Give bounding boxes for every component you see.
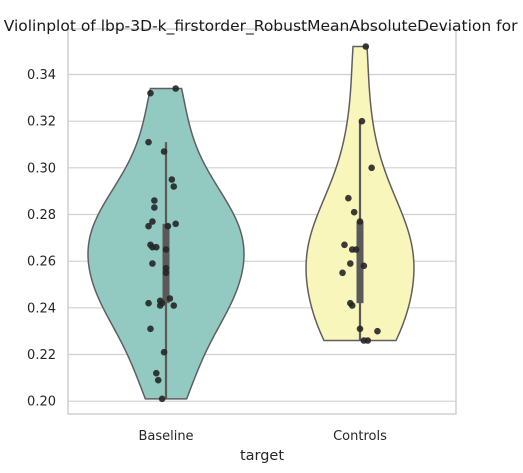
x-tick-labels: Baseline Controls	[138, 429, 387, 444]
data-points	[145, 43, 381, 403]
data-point	[149, 260, 156, 267]
data-point	[153, 243, 160, 251]
data-point	[360, 262, 368, 270]
data-point	[350, 208, 358, 216]
data-point	[356, 218, 364, 225]
data-point	[153, 369, 160, 377]
data-point	[158, 395, 166, 403]
data-point	[166, 295, 174, 302]
y-tick-labels: 0.20 0.22 0.24 0.26 0.28 0.30 0.32 0.34	[27, 68, 56, 410]
y-tick-label: 0.28	[27, 208, 56, 223]
y-tick-label: 0.32	[27, 115, 56, 130]
data-point	[160, 148, 168, 155]
plot-frame	[67, 28, 457, 415]
data-point	[341, 241, 348, 249]
data-point	[156, 302, 164, 309]
data-point	[362, 43, 370, 50]
data-point	[356, 325, 364, 333]
chart-title: Violinplot of lbp-3D-k_firstorder_Robust…	[4, 17, 523, 36]
data-point	[147, 89, 154, 97]
data-point	[168, 176, 176, 183]
data-point	[352, 246, 360, 253]
data-point	[345, 194, 352, 202]
y-tick-label: 0.26	[27, 255, 56, 270]
data-point	[145, 138, 152, 146]
data-point	[347, 260, 354, 267]
y-tick-label: 0.22	[27, 348, 56, 363]
iqr-box-baseline	[162, 223, 170, 304]
data-point	[162, 264, 170, 272]
data-point	[149, 218, 156, 225]
y-tick-label: 0.34	[27, 68, 56, 83]
data-point	[348, 302, 356, 309]
data-point	[160, 348, 168, 356]
y-tick-label: 0.20	[27, 395, 56, 410]
data-point	[145, 299, 152, 307]
data-point	[170, 302, 178, 309]
x-axis-label: target	[240, 448, 284, 464]
data-point	[151, 197, 158, 204]
data-point	[147, 325, 154, 333]
data-point	[164, 222, 172, 230]
data-point	[170, 183, 178, 190]
data-point	[154, 376, 162, 384]
data-point	[358, 117, 366, 125]
x-tick-label: Baseline	[138, 429, 193, 444]
data-point	[162, 269, 170, 277]
data-point	[339, 269, 346, 277]
data-point	[374, 327, 381, 335]
violins	[87, 45, 415, 400]
y-tick-label: 0.30	[27, 161, 56, 176]
data-point	[145, 222, 152, 230]
data-point	[360, 337, 368, 344]
data-point	[162, 246, 170, 253]
data-point	[368, 164, 375, 172]
iqr-box-controls	[356, 221, 364, 304]
data-point	[172, 85, 179, 92]
data-point	[151, 204, 158, 211]
x-tick-label: Controls	[333, 429, 387, 444]
y-tick-label: 0.24	[27, 301, 56, 316]
data-point	[172, 220, 179, 228]
